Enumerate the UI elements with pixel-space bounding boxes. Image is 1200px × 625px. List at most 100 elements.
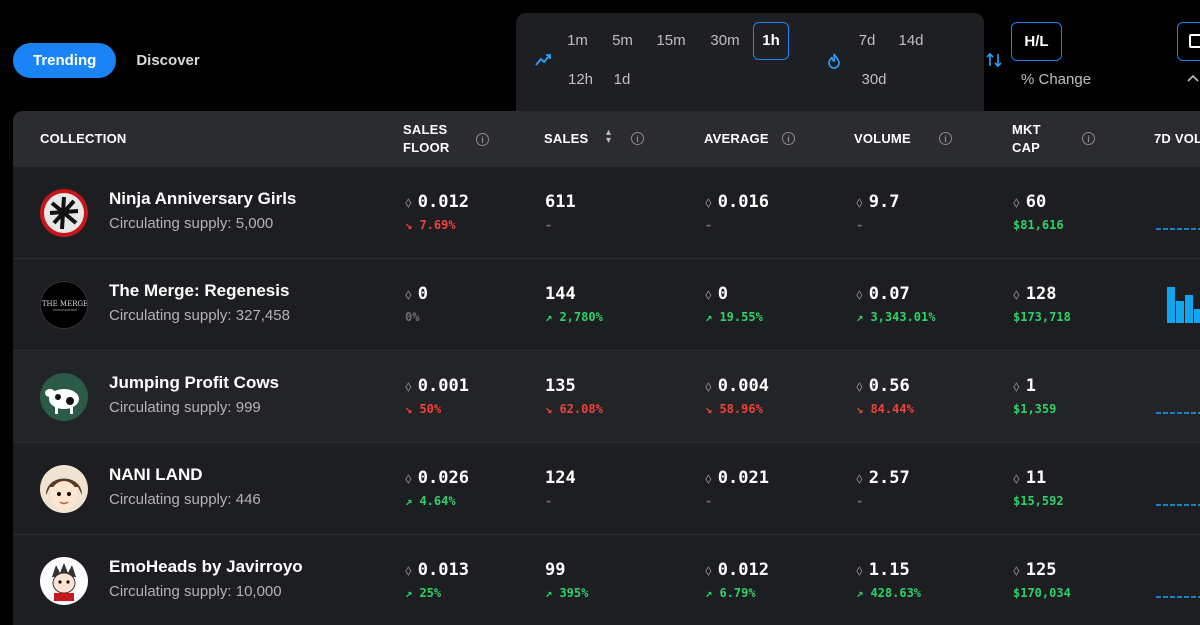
volume-change: ↗ 3,343.01%	[856, 310, 936, 324]
eth-icon: ⬨	[405, 285, 412, 303]
col-sales[interactable]: SALES	[544, 131, 589, 146]
mkt-cap-usd: $81,616	[1013, 218, 1064, 232]
eth-icon: ⬨	[705, 561, 712, 579]
sort-icon[interactable]: ▴ ▾	[606, 127, 612, 146]
time-1m[interactable]: 1m	[567, 32, 588, 49]
collection-supply: Circulating supply: 327,458	[109, 307, 290, 324]
eth-icon: ⬨	[856, 561, 863, 579]
time-5m[interactable]: 5m	[612, 32, 633, 49]
volume-value: ⬨ 9.7	[856, 192, 900, 212]
info-icon[interactable]: i	[476, 133, 489, 146]
volume-sparkline	[1167, 287, 1200, 323]
volume-value: ⬨ 0.56	[856, 376, 910, 396]
sales-value: 144	[545, 284, 576, 304]
collection-supply: Circulating supply: 999	[109, 399, 261, 416]
table-row[interactable]: THE MERGE The Merge: Regenesis Circulati…	[13, 259, 1200, 351]
time-14d[interactable]: 14d	[898, 32, 924, 49]
average-value: ⬨ 0.016	[705, 192, 769, 212]
table-row[interactable]: Jumping Profit Cows Circulating supply: …	[13, 351, 1200, 443]
collection-name[interactable]: EmoHeads by Javirroyo	[109, 557, 303, 576]
average-change: ↘ 58.96%	[705, 402, 763, 416]
volume-value: ⬨ 0.07	[856, 284, 910, 304]
floor-value: ⬨ 0.026	[405, 468, 469, 488]
time-range-panel: 1m 5m 15m 30m 1h 12h 1d 7d 14d 30d	[516, 13, 984, 113]
time-1h[interactable]: 1h	[753, 22, 789, 60]
eth-icon: ⬨	[1013, 285, 1020, 303]
col-volume[interactable]: VOLUME	[854, 131, 911, 146]
volume-sparkline	[1156, 596, 1200, 598]
tab-trending[interactable]: Trending	[13, 43, 117, 78]
col-mkt-cap-line1: MKT	[1012, 122, 1041, 137]
time-30m[interactable]: 30m	[710, 32, 740, 49]
average-change: ↗ 6.79%	[705, 586, 756, 600]
info-icon[interactable]: i	[1082, 132, 1095, 145]
collection-name[interactable]: NANI LAND	[109, 465, 203, 484]
volume-change: -	[856, 218, 864, 232]
time-7d[interactable]: 7d	[858, 32, 876, 49]
chevron-up-icon[interactable]	[1186, 70, 1200, 86]
collection-avatar	[40, 189, 88, 237]
sales-value: 611	[545, 192, 576, 212]
sales-change: ↗ 2,780%	[545, 310, 603, 324]
floor-value: ⬨ 0.001	[405, 376, 469, 396]
collection-supply: Circulating supply: 10,000	[109, 583, 282, 600]
eth-icon: ⬨	[1013, 561, 1020, 579]
volume-change: -	[856, 494, 864, 508]
floor-change: ↘ 50%	[405, 402, 442, 416]
eth-icon: ⬨	[1013, 193, 1020, 211]
volume-sparkline	[1156, 412, 1200, 414]
volume-value: ⬨ 1.15	[856, 560, 910, 580]
high-low-toggle-button[interactable]: H/L	[1011, 22, 1062, 61]
swap-icon[interactable]	[986, 52, 1002, 72]
sales-change: ↘ 62.08%	[545, 402, 603, 416]
col-mkt-cap[interactable]: MKT CAP	[1012, 121, 1041, 157]
time-1d[interactable]: 1d	[613, 71, 631, 88]
sales-value: 135	[545, 376, 576, 396]
floor-value: ⬨ 0	[405, 284, 429, 304]
collection-supply: Circulating supply: 5,000	[109, 215, 274, 232]
info-icon[interactable]: i	[782, 132, 795, 145]
average-change: ↗ 19.55%	[705, 310, 763, 324]
eth-icon: ⬨	[405, 193, 412, 211]
collection-name[interactable]: The Merge: Regenesis	[109, 281, 290, 300]
mkt-cap-value: ⬨ 1	[1013, 376, 1037, 396]
percent-change-toggle[interactable]: % Change	[1021, 71, 1092, 88]
time-15m[interactable]: 15m	[656, 32, 686, 49]
volume-sparkline	[1156, 228, 1200, 230]
collection-name[interactable]: Jumping Profit Cows	[109, 373, 279, 392]
average-value: ⬨ 0.004	[705, 376, 769, 396]
collection-avatar	[40, 465, 88, 513]
chart-view-button[interactable]	[1177, 22, 1200, 61]
eth-icon: ⬨	[405, 469, 412, 487]
table-header: COLLECTION SALES FLOOR i SALES ▴ ▾ i AVER…	[13, 111, 1200, 167]
view-tabs: Trending Discover	[13, 43, 200, 78]
info-icon[interactable]: i	[631, 132, 644, 145]
tab-discover[interactable]: Discover	[136, 52, 200, 69]
chart-icon	[1189, 34, 1200, 48]
mkt-cap-usd: $173,718	[1013, 310, 1071, 324]
eth-icon: ⬨	[1013, 469, 1020, 487]
floor-change: ↗ 4.64%	[405, 494, 456, 508]
table-row[interactable]: Ninja Anniversary Girls Circulating supp…	[13, 167, 1200, 259]
eth-icon: ⬨	[856, 377, 863, 395]
mkt-cap-usd: $170,034	[1013, 586, 1071, 600]
sales-value: 124	[545, 468, 576, 488]
table-row[interactable]: EmoHeads by Javirroyo Circulating supply…	[13, 535, 1200, 625]
time-12h[interactable]: 12h	[567, 71, 594, 88]
collection-name[interactable]: Ninja Anniversary Girls	[109, 189, 297, 208]
col-collection[interactable]: COLLECTION	[40, 131, 127, 146]
time-30d[interactable]: 30d	[861, 71, 887, 88]
col-7d-volume[interactable]: 7D VOL	[1154, 131, 1200, 146]
info-icon[interactable]: i	[939, 132, 952, 145]
collection-avatar: THE MERGE	[40, 281, 88, 329]
eth-icon: ⬨	[856, 469, 863, 487]
volume-change: ↗ 428.63%	[856, 586, 922, 600]
col-average[interactable]: AVERAGE	[704, 131, 769, 146]
sales-change: ↗ 395%	[545, 586, 589, 600]
mkt-cap-usd: $15,592	[1013, 494, 1064, 508]
col-sales-floor[interactable]: SALES FLOOR	[403, 121, 450, 157]
average-change: -	[705, 218, 713, 232]
floor-change: ↘ 7.69%	[405, 218, 456, 232]
mkt-cap-value: ⬨ 125	[1013, 560, 1057, 580]
table-row[interactable]: NANI LAND Circulating supply: 446 ⬨ 0.026…	[13, 443, 1200, 535]
